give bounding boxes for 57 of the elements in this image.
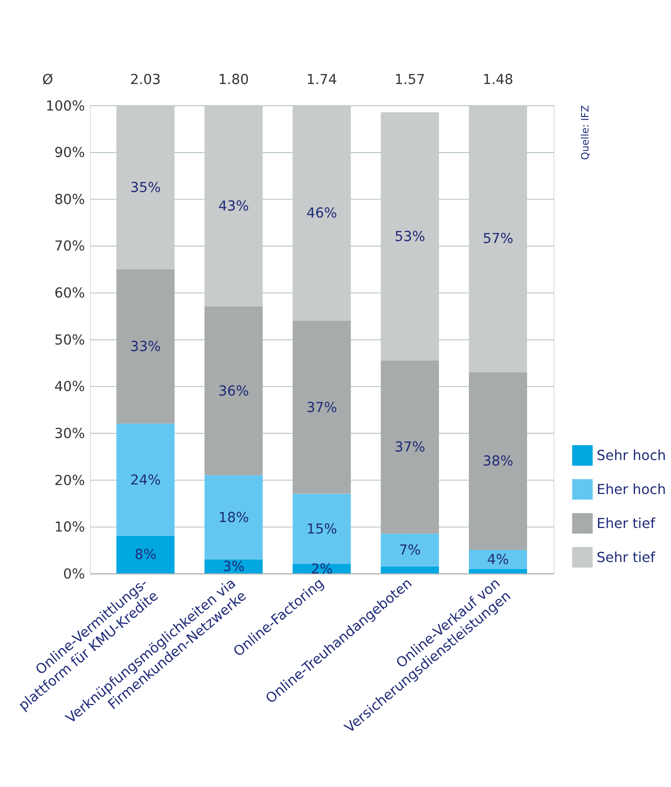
bar <box>468 105 528 372</box>
bar <box>468 568 528 574</box>
y-tick-label: 0% <box>63 566 85 582</box>
data-label: 46% <box>306 206 338 222</box>
text: 1.57 <box>394 72 426 88</box>
text: 1.80 <box>218 72 249 88</box>
data-label: 36% <box>218 383 249 400</box>
data-label: 4% <box>487 552 509 568</box>
y-tick-label: 50% <box>54 332 85 348</box>
y-tick-label: 70% <box>54 238 85 255</box>
data-label: 24% <box>130 472 161 488</box>
data-label: 7% <box>398 542 421 559</box>
y-tick-label: 100% <box>46 98 85 114</box>
y-tick-label: 40% <box>54 379 85 396</box>
bar <box>204 306 263 476</box>
y-tick-label: 20% <box>54 472 85 489</box>
y-tick-label: 10% <box>54 520 85 536</box>
y-tick-label: 30% <box>54 426 85 442</box>
data-label: 37% <box>306 400 338 416</box>
bar <box>204 475 263 560</box>
bar <box>116 424 175 536</box>
bar <box>380 112 439 360</box>
bar <box>204 105 263 307</box>
data-label: 2% <box>310 561 333 578</box>
legend-label: Sehr hoch <box>596 448 666 464</box>
legend-label: Sehr tief <box>596 550 656 566</box>
bar <box>380 360 439 534</box>
data-label: 33% <box>130 338 161 355</box>
bar <box>116 105 175 270</box>
y-tick-label: 80% <box>54 192 85 208</box>
data-label: 37% <box>394 440 426 456</box>
data-label: 18% <box>218 510 249 526</box>
bar <box>116 269 175 424</box>
data-label: 53% <box>394 228 426 245</box>
bar <box>292 494 351 564</box>
y-tick-label: 60% <box>54 286 85 302</box>
legend-label: Eher tief <box>596 516 656 532</box>
bar <box>380 534 439 566</box>
legend-label: Eher hoch <box>596 482 666 498</box>
y-tick-label: 90% <box>54 145 85 162</box>
bar <box>292 105 351 321</box>
bar <box>380 566 439 574</box>
data-label: 3% <box>222 558 245 575</box>
text: 1.74 <box>306 72 338 88</box>
bar <box>116 536 175 574</box>
data-label: 8% <box>134 547 156 564</box>
data-label: 43% <box>218 198 249 214</box>
data-label: 38% <box>482 454 514 470</box>
text: 1.48 <box>482 72 514 88</box>
bar <box>468 372 528 550</box>
source-note: Quelle: IFZ <box>580 105 592 160</box>
data-label: 15% <box>306 521 338 538</box>
text: 2.03 <box>130 72 161 88</box>
bar <box>292 320 351 494</box>
data-label: 57% <box>482 231 514 248</box>
data-label: 35% <box>130 180 161 196</box>
text: Ø <box>42 72 54 88</box>
